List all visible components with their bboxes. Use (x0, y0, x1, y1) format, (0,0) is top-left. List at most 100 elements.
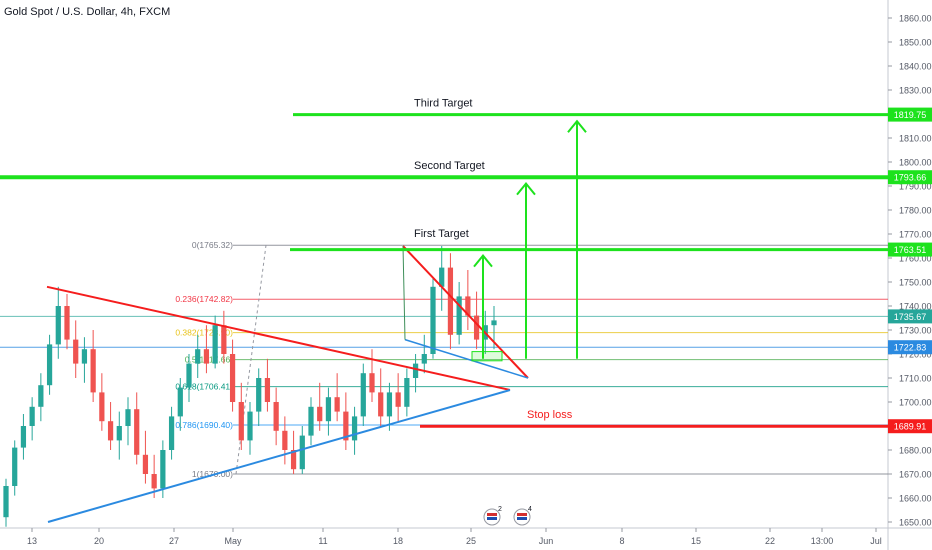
candle-body (99, 392, 105, 422)
price-tick-label: 1700.00 (899, 398, 932, 408)
candle-body (395, 392, 401, 407)
time-tick-label: 8 (619, 536, 624, 546)
price-tick-label: 1830.00 (899, 86, 932, 96)
candle-body (203, 349, 210, 364)
price-tick-label: 1770.00 (899, 230, 932, 240)
price-tick-label: 1680.00 (899, 446, 932, 456)
price-badge-label: 1819.75 (894, 110, 927, 120)
candle-body (369, 373, 375, 393)
time-tick-label: 25 (466, 536, 476, 546)
candle-body (343, 411, 349, 441)
candle-body (290, 450, 297, 470)
entry-box (471, 351, 503, 362)
price-tick-label: 1710.00 (899, 374, 932, 384)
candle-body (299, 435, 305, 470)
candle-body (247, 411, 253, 441)
flag-stripe (487, 513, 497, 516)
candle-body (465, 296, 471, 316)
time-tick-label: 22 (765, 536, 775, 546)
fib-level-label: 0.236(1742.82) (175, 294, 233, 304)
price-badge-label: 1763.51 (894, 245, 927, 255)
price-badge (888, 242, 932, 257)
price-badge (888, 107, 932, 122)
candle-body (107, 421, 114, 441)
candle-body (212, 325, 218, 364)
chart-drawings (0, 113, 888, 523)
candle-body (317, 406, 323, 422)
price-tick-label: 1750.00 (899, 278, 932, 288)
time-axis: 13 20 27 May 11 18 25 Jun 8 15 22 13:00 Jul (0, 527, 932, 546)
candle-body (360, 373, 366, 417)
fib-level-label: 0.618(1706.41) (175, 382, 233, 392)
candle-body (273, 402, 279, 431)
candle-body (186, 363, 192, 388)
candle-body (38, 385, 44, 407)
time-tick-label: 11 (318, 536, 327, 546)
first-target-arrow-head (473, 254, 493, 268)
wedge-edge (402, 245, 406, 340)
time-tick-label: 13 (27, 536, 37, 546)
candle-body (351, 416, 358, 441)
candle-body (282, 430, 288, 450)
candle-body (447, 267, 454, 335)
price-tick-label: 1720.00 (899, 350, 932, 360)
flag-stripe (517, 517, 527, 520)
candle-body (491, 320, 497, 326)
candle-body (473, 315, 480, 340)
candle-body (125, 409, 131, 426)
time-tick-label: 15 (691, 536, 701, 546)
price-badge-label: 1793.66 (894, 173, 927, 183)
candle-body (46, 344, 53, 386)
price-tick-label: 1850.00 (899, 38, 932, 48)
price-tick-label: 1740.00 (899, 302, 932, 312)
second-target-arrow-head (516, 182, 536, 196)
event-marker[interactable]: 4 (513, 506, 532, 526)
price-tick-label: 1670.00 (899, 470, 932, 480)
fib-level-label: 0(1765.32) (192, 240, 233, 250)
stop-loss-label: Stop loss (527, 409, 573, 421)
time-tick-label: 18 (393, 536, 403, 546)
price-badge-label: 1722.83 (894, 343, 927, 353)
candle-body (177, 387, 183, 417)
third-target-label: Third Target (414, 98, 473, 110)
candle-body (90, 349, 96, 393)
candle-body (73, 339, 79, 364)
time-tick-label: 20 (94, 536, 104, 546)
candle-body (378, 392, 384, 417)
candle-body (334, 397, 340, 412)
price-badges: 1819.75 1793.66 1763.51 1735.67 1722.83 1689.… (888, 107, 932, 434)
price-tick-label: 1660.00 (899, 494, 932, 504)
candle-body (456, 296, 462, 335)
candle-body (168, 416, 175, 450)
annotation-labels: First Target Second Target Third Target Sto… (414, 98, 573, 422)
price-tick-label: 1650.00 (899, 518, 932, 528)
event-count: 4 (528, 506, 532, 513)
flag-stripe (517, 513, 527, 516)
price-badge (888, 340, 932, 355)
wedge-lower-trendline (404, 338, 529, 379)
candle-body (430, 286, 436, 354)
time-tick-label: Jul (870, 536, 882, 546)
candle-body (325, 397, 332, 422)
candle-body (151, 474, 157, 489)
candle-body (160, 450, 166, 489)
candle-body (195, 349, 201, 364)
candle-body (221, 325, 227, 354)
candle-body (81, 349, 88, 364)
price-tick-label: 1840.00 (899, 62, 932, 72)
candle-body (264, 378, 271, 402)
second-target-label: Second Target (414, 160, 485, 172)
triangle-lower-trendline (47, 389, 511, 523)
candle-body (229, 354, 236, 402)
price-badge-label: 1689.91 (894, 422, 927, 432)
event-marker[interactable]: 2 (483, 506, 502, 526)
candlestick-series (3, 246, 497, 527)
price-tick-label: 1800.00 (899, 158, 932, 168)
price-axis: 1650.001660.001670.001680.001690.001700.… (887, 0, 932, 550)
price-badge (888, 309, 932, 324)
candle-body (308, 406, 314, 436)
price-tick-label: 1810.00 (899, 134, 932, 144)
wedge-upper-trendline (402, 245, 529, 379)
